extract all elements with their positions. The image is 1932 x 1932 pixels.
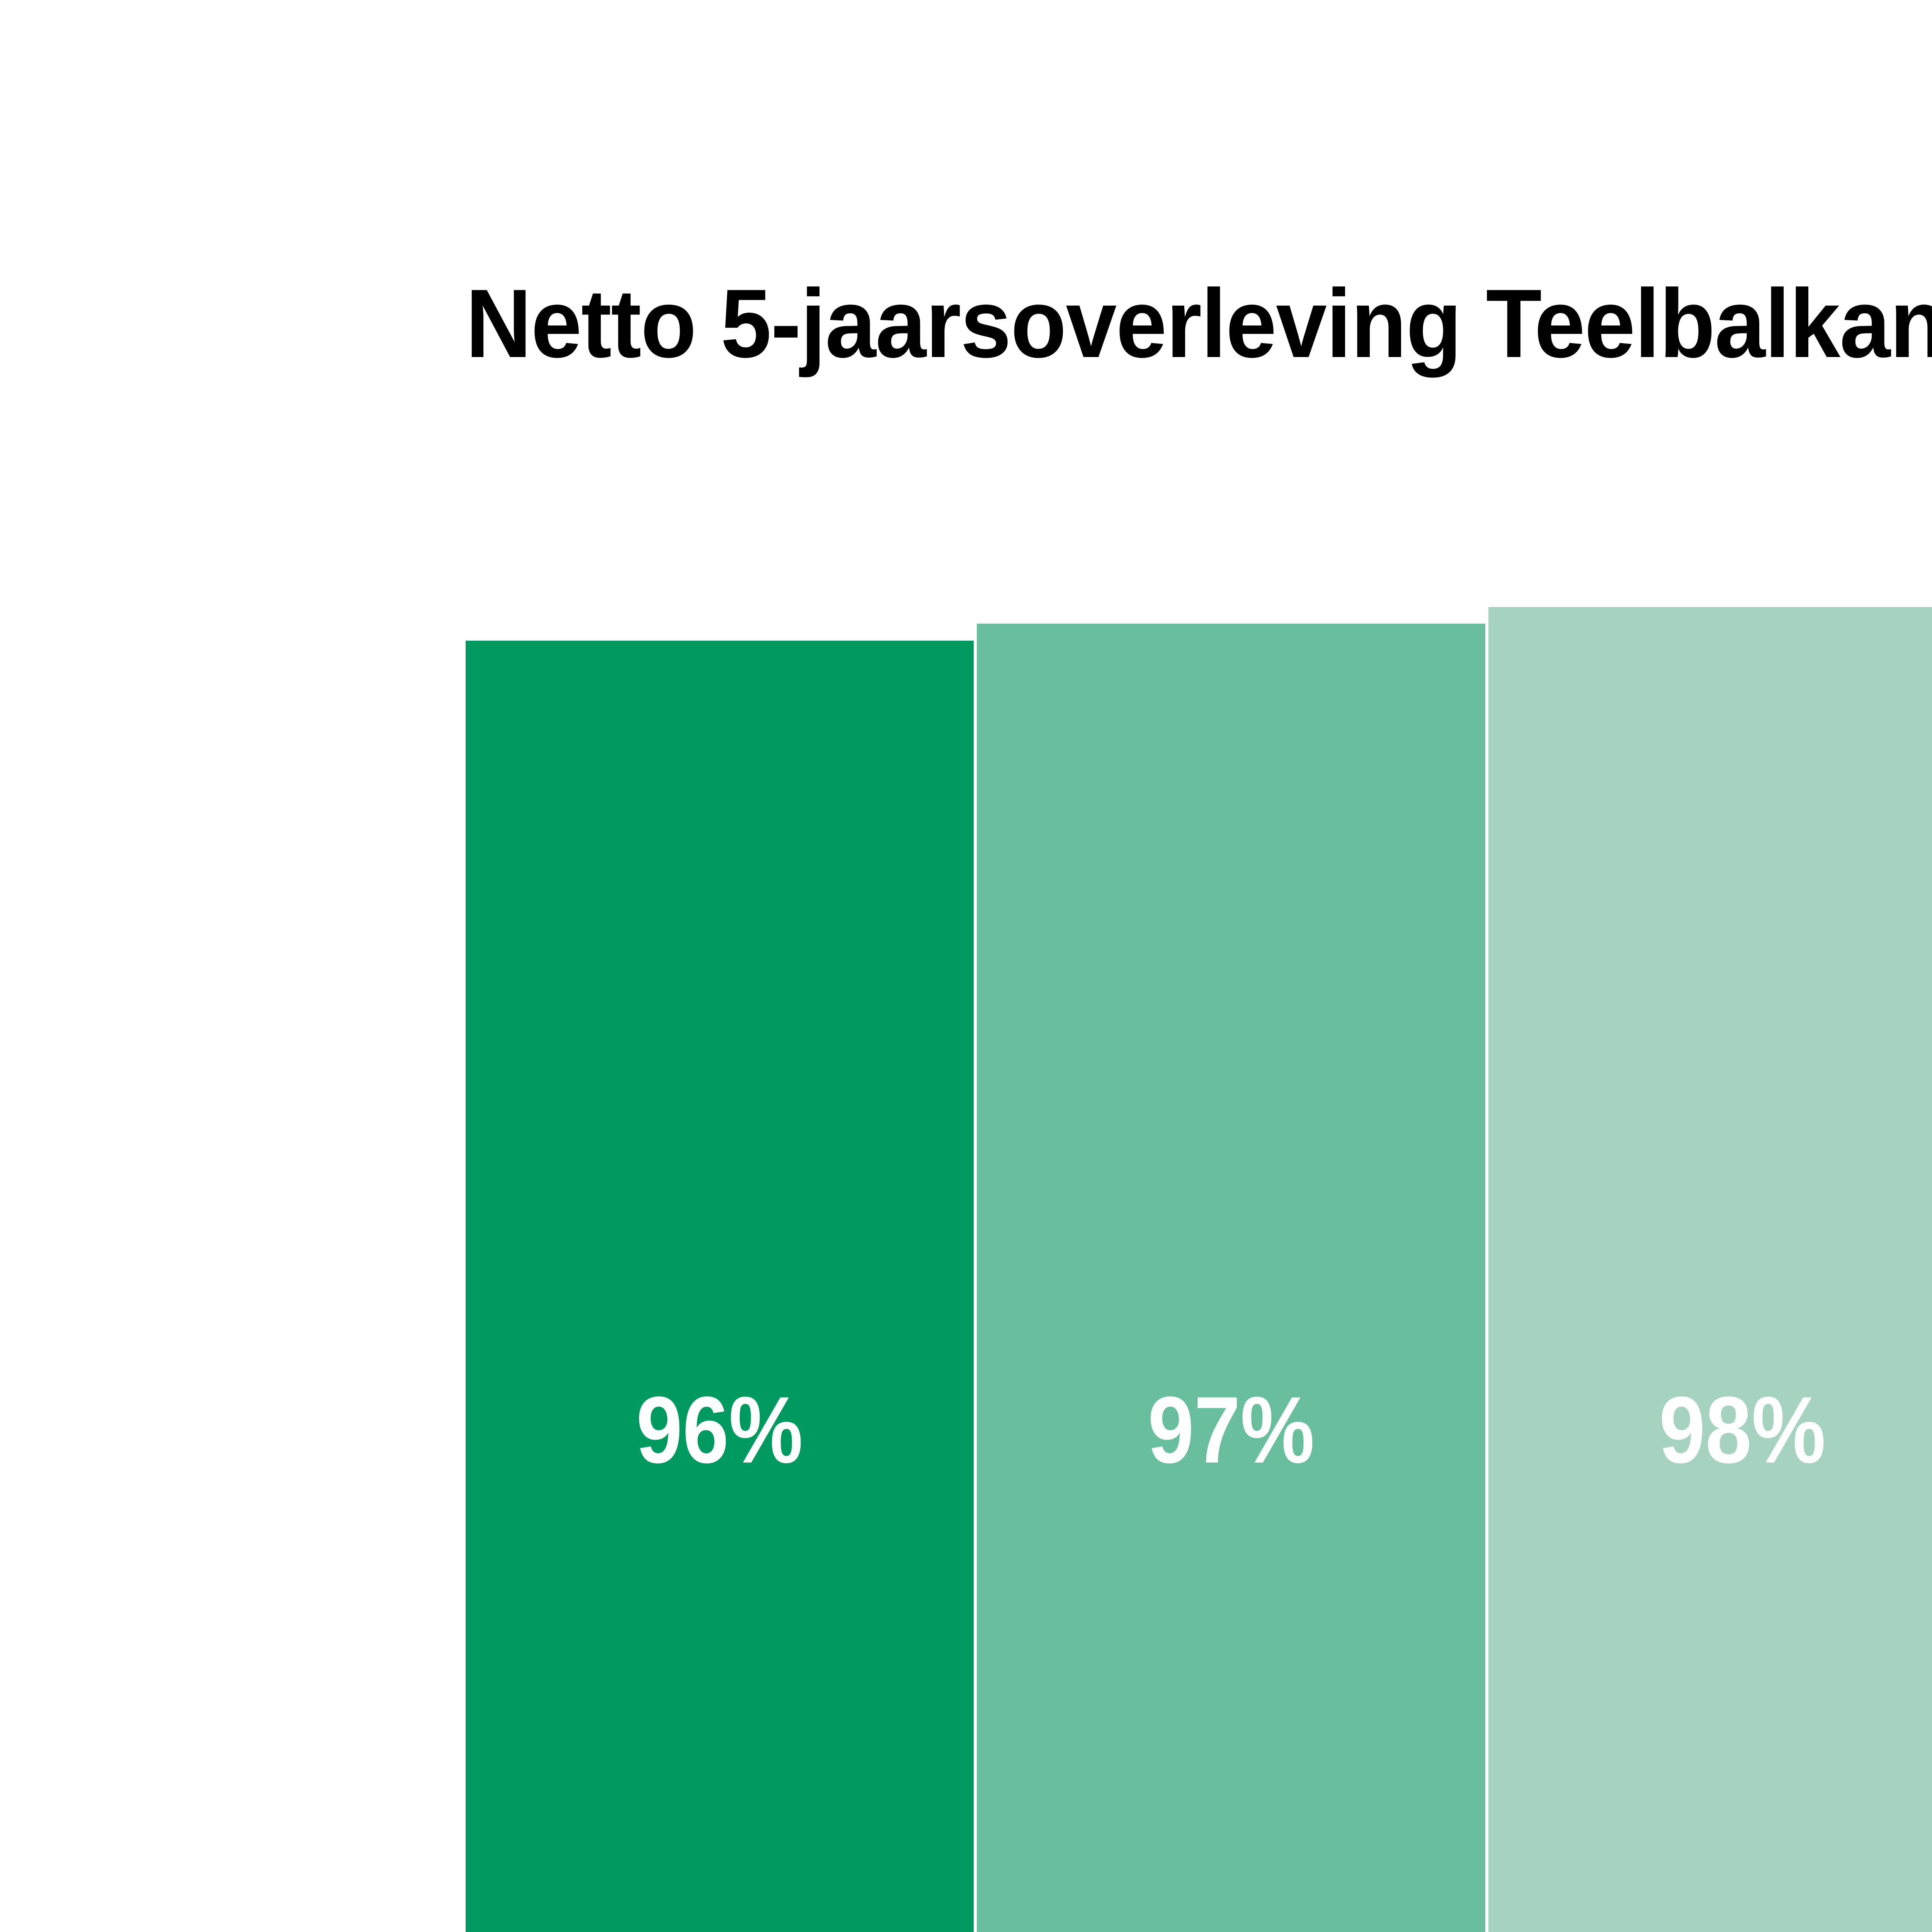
bar-2014-2018 xyxy=(1488,607,1932,1932)
bar-value-label-2004-2008: 96% xyxy=(636,1377,803,1483)
value-label-cell-2009-2013: 97% xyxy=(977,1383,1485,1477)
plot-area: 96%97%98%96% 2004-20082009-20132014-2018… xyxy=(466,0,1932,1932)
bars-container xyxy=(466,607,1932,1932)
value-labels-row: 96%97%98%96% xyxy=(466,1383,1932,1477)
chart-title-text: Netto 5-jaarsoverleving Teelbalkanker xyxy=(466,269,1932,378)
chart-title: Netto 5-jaarsoverleving Teelbalkanker xyxy=(466,275,1932,372)
value-label-cell-2004-2008: 96% xyxy=(466,1383,974,1477)
value-label-cell-2014-2018: 98% xyxy=(1488,1383,1932,1477)
bar-value-label-2014-2018: 98% xyxy=(1659,1377,1826,1483)
bar-2004-2008 xyxy=(466,641,974,1932)
bar-2009-2013 xyxy=(977,624,1485,1932)
bar-value-label-2009-2013: 97% xyxy=(1148,1377,1315,1483)
